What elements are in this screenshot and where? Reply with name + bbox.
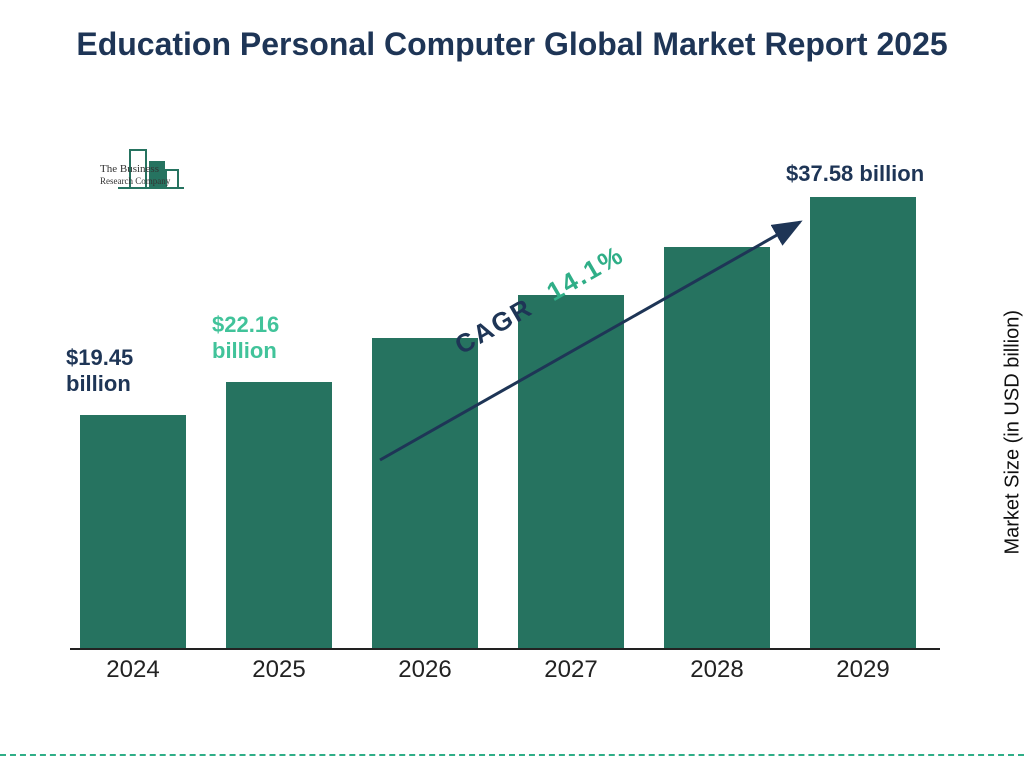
x-label: 2027 <box>511 656 631 684</box>
bar-2029 <box>810 197 916 648</box>
bar-chart: $19.45billion$22.16billion$37.58 billion… <box>70 130 940 690</box>
bar-2027 <box>518 295 624 648</box>
bar-2028 <box>664 247 770 648</box>
value-label: $22.16billion <box>212 312 332 365</box>
chart-title: Education Personal Computer Global Marke… <box>0 24 1024 64</box>
x-label: 2026 <box>365 656 485 684</box>
x-label: 2025 <box>219 656 339 684</box>
x-label: 2029 <box>803 656 923 684</box>
value-label: $19.45billion <box>66 345 186 398</box>
x-labels: 2024 2025 2026 2027 2028 2029 <box>70 654 940 690</box>
x-axis-line <box>70 648 940 650</box>
bar-2026 <box>372 338 478 648</box>
value-label: $37.58 billion <box>786 161 924 187</box>
bars-container: $19.45billion$22.16billion$37.58 billion <box>70 170 940 648</box>
bar-2025 <box>226 382 332 648</box>
bar-2024 <box>80 415 186 648</box>
x-label: 2024 <box>73 656 193 684</box>
y-axis-label: Market Size (in USD billion) <box>1002 310 1024 555</box>
x-label: 2028 <box>657 656 777 684</box>
footer-divider <box>0 754 1024 756</box>
